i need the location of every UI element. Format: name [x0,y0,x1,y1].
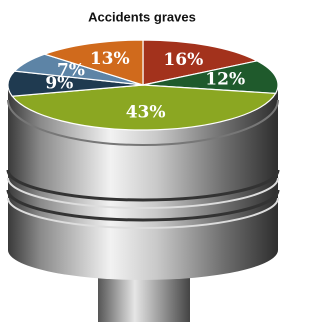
data-label: 12% [205,69,245,89]
data-label: 7% [57,60,85,80]
data-label: 43% [126,102,166,122]
chart-title: Accidents graves [88,9,196,24]
chart: Accidents graves 16%12%43%9%7%13% [0,0,285,322]
data-label: 16% [163,50,203,70]
data-label: 13% [90,49,130,69]
